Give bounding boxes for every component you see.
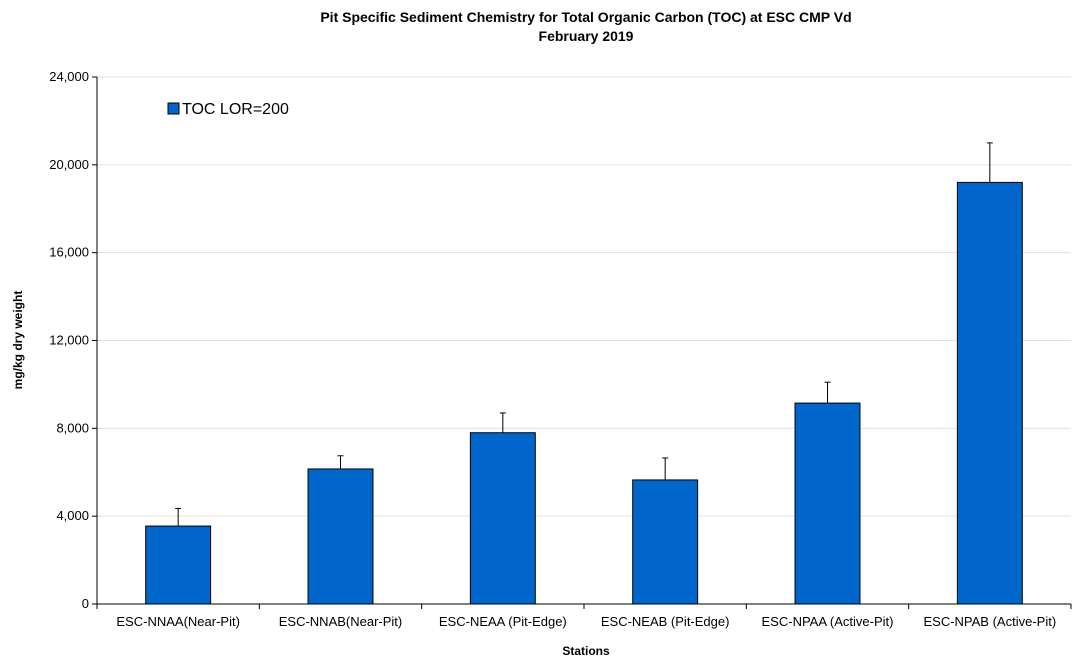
y-tick-label: 4,000 [56,508,89,523]
chart-subtitle: February 2019 [539,28,634,44]
y-axis-title: mg/kg dry weight [11,291,25,390]
bars [145,142,1023,605]
x-tick-label: ESC-NNAA(Near-Pit) [116,614,240,629]
x-axis: ESC-NNAA(Near-Pit) ESC-NNAB(Near-Pit) ESC-… [96,603,1072,629]
y-tick-label: 0 [82,596,89,611]
legend: TOC LOR=200 [167,101,289,118]
x-tick-label: ESC-NPAB (Active-Pit) [923,614,1056,629]
y-tick-label: 16,000 [49,245,89,260]
y-axis: 0 4,000 8,000 12,000 16,000 20,000 24,000 [49,69,98,611]
bar [145,525,212,605]
bar [956,181,1023,605]
bar [469,432,536,605]
bar [307,468,374,605]
chart-title: Pit Specific Sediment Chemistry for Tota… [320,9,851,25]
y-tick-label: 24,000 [49,69,89,84]
bar [632,479,699,605]
legend-label: TOC LOR=200 [182,101,289,118]
x-tick-label: ESC-NEAB (Pit-Edge) [601,614,730,629]
bar [794,402,861,605]
legend-swatch [167,102,180,115]
x-tick-label: ESC-NNAB(Near-Pit) [279,614,403,629]
x-tick-label: ESC-NEAA (Pit-Edge) [439,614,567,629]
y-tick-label: 20,000 [49,157,89,172]
y-tick-label: 12,000 [49,333,89,348]
x-axis-title: Stations [562,644,610,658]
y-tick-label: 8,000 [56,420,89,435]
gridlines [97,76,1071,517]
x-tick-label: ESC-NPAA (Active-Pit) [762,614,894,629]
